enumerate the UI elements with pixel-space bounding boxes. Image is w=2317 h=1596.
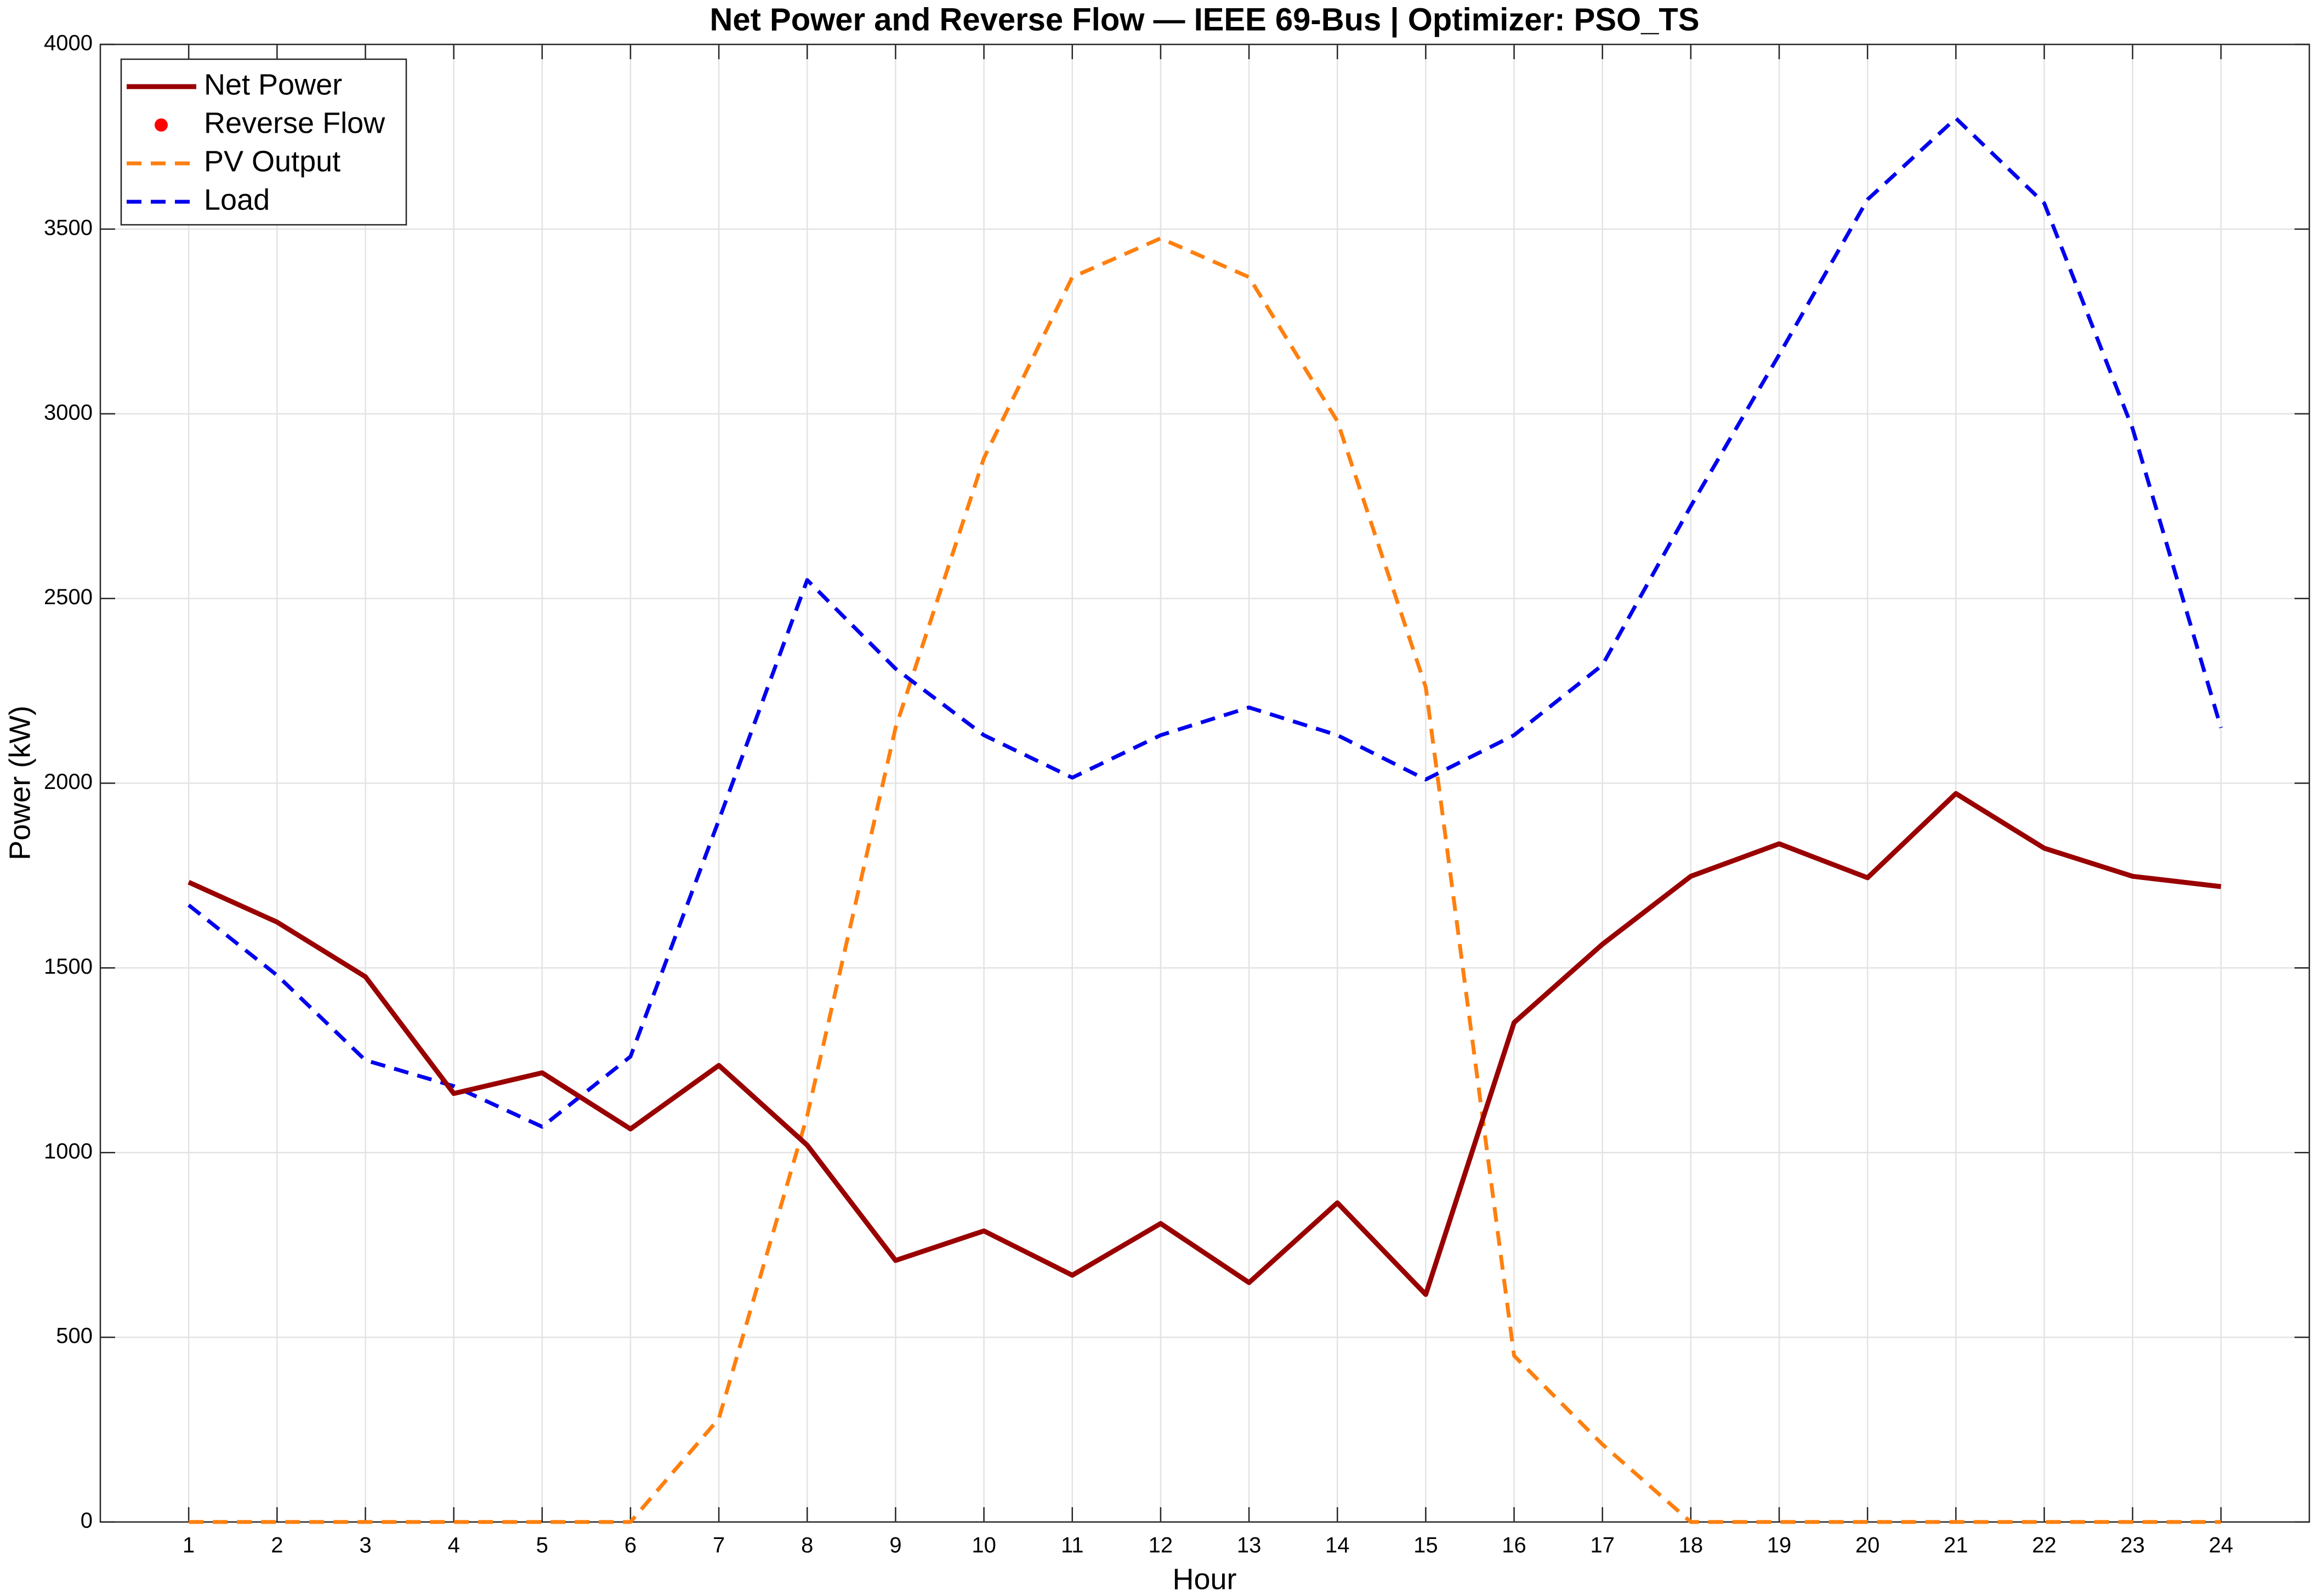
y-tick-label: 4000 [44,31,93,55]
x-tick-label: 3 [359,1533,371,1558]
legend-marker [155,118,168,132]
y-tick-label: 0 [81,1509,93,1533]
x-tick-label: 8 [801,1533,813,1558]
x-tick-label: 16 [1502,1533,1526,1558]
x-tick-label: 9 [889,1533,901,1558]
y-tick-label: 3000 [44,400,93,424]
x-tick-label: 22 [2032,1533,2057,1558]
y-tick-label: 2000 [44,770,93,794]
series-line [187,116,2223,1129]
x-tick-label: 5 [536,1533,548,1558]
y-tick-label: 2500 [44,585,93,609]
x-tick-label: 1 [183,1533,195,1558]
y-axis-label: Power (kW) [3,706,36,860]
y-tick-label: 500 [56,1324,93,1348]
x-tick-label: 15 [1413,1533,1438,1558]
x-tick-label: 18 [1679,1533,1703,1558]
x-tick-label: 14 [1325,1533,1350,1558]
series-line [189,236,2221,1524]
y-tick-label: 1000 [44,1139,93,1163]
legend-label: Reverse Flow [204,106,385,139]
legend-label: Load [204,183,270,216]
x-tick-label: 6 [624,1533,637,1558]
x-tick-label: 21 [1944,1533,1968,1558]
plot-frame [99,43,2310,1523]
x-tick-label: 10 [972,1533,996,1558]
x-tick-label: 13 [1237,1533,1262,1558]
chart-title: Net Power and Reverse Flow — IEEE 69-Bus… [709,2,1699,37]
x-tick-label: 4 [448,1533,460,1558]
x-tick-label: 17 [1590,1533,1615,1558]
x-tick-label: 12 [1149,1533,1173,1558]
x-tick-label: 24 [2209,1533,2234,1558]
x-tick-label: 19 [1767,1533,1792,1558]
x-tick-label: 7 [713,1533,725,1558]
y-tick-label: 1500 [44,955,93,979]
x-axis-label: Hour [1172,1563,1236,1595]
y-tick-label: 3500 [44,215,93,240]
series-line [188,791,2222,1297]
x-tick-label: 2 [271,1533,283,1558]
x-tick-label: 11 [1061,1533,1084,1558]
x-tick-label: 23 [2120,1533,2145,1558]
legend-label: Net Power [204,68,342,101]
legend-label: PV Output [204,145,340,178]
x-tick-label: 20 [1855,1533,1880,1558]
